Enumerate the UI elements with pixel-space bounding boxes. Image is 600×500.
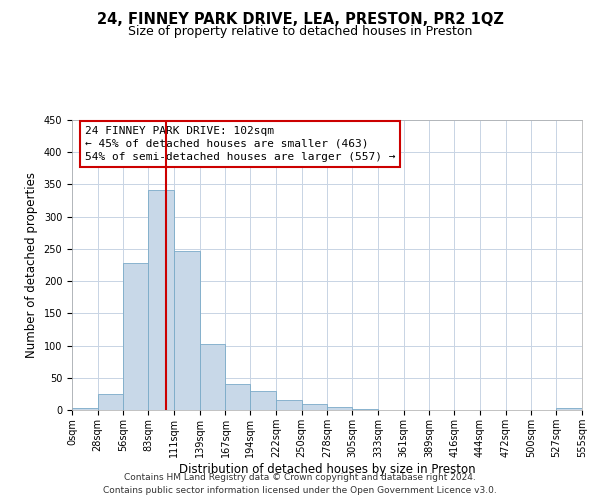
Bar: [124, 263, 148, 410]
Bar: [98, 394, 124, 410]
Bar: [148, 190, 174, 410]
Bar: [556, 408, 582, 410]
Text: 24, FINNEY PARK DRIVE, LEA, PRESTON, PR2 1QZ: 24, FINNEY PARK DRIVE, LEA, PRESTON, PR2…: [97, 12, 503, 28]
Y-axis label: Number of detached properties: Number of detached properties: [25, 172, 38, 358]
X-axis label: Distribution of detached houses by size in Preston: Distribution of detached houses by size …: [179, 462, 475, 475]
Bar: [250, 390, 276, 410]
Bar: [302, 404, 328, 410]
Bar: [276, 400, 302, 410]
Bar: [200, 344, 226, 410]
Bar: [328, 408, 352, 410]
Text: 24 FINNEY PARK DRIVE: 102sqm
← 45% of detached houses are smaller (463)
54% of s: 24 FINNEY PARK DRIVE: 102sqm ← 45% of de…: [85, 126, 395, 162]
Bar: [72, 408, 98, 410]
Text: Size of property relative to detached houses in Preston: Size of property relative to detached ho…: [128, 25, 472, 38]
Bar: [174, 252, 200, 410]
Bar: [226, 384, 250, 410]
Text: Contains HM Land Registry data © Crown copyright and database right 2024.
Contai: Contains HM Land Registry data © Crown c…: [103, 474, 497, 495]
